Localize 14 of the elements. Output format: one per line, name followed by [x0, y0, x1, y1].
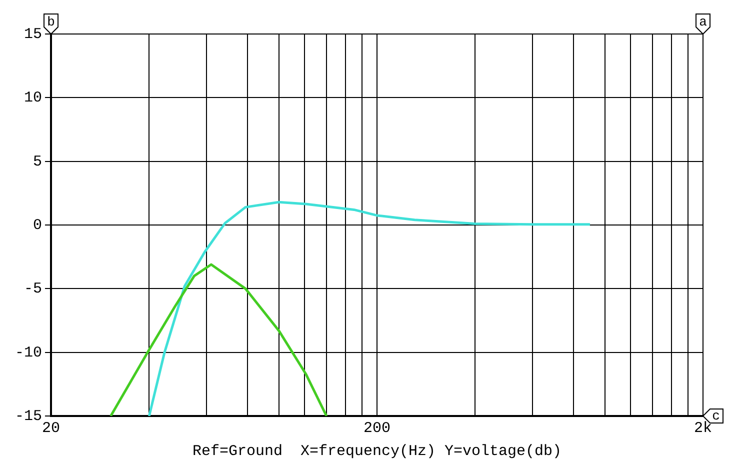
y-tick-label: 10 — [24, 90, 42, 107]
x-tick-label: 20 — [42, 420, 60, 437]
x-tick-label: 2k — [694, 420, 712, 437]
text: a — [699, 14, 708, 30]
x-axis-title: Ref=Ground X=frequency(Hz) Y=voltage(db) — [192, 442, 562, 460]
y-tick-label: -5 — [24, 280, 42, 298]
y-tick-label: 0 — [32, 216, 42, 234]
y-tick-label: -10 — [14, 344, 42, 362]
text: b — [47, 14, 55, 30]
y-tick-label: 5 — [32, 153, 42, 170]
text: c — [712, 408, 720, 424]
y-tick-label: 15 — [24, 26, 42, 43]
x-tick-label: 200 — [363, 420, 391, 437]
y-tick-label: -15 — [14, 408, 42, 425]
